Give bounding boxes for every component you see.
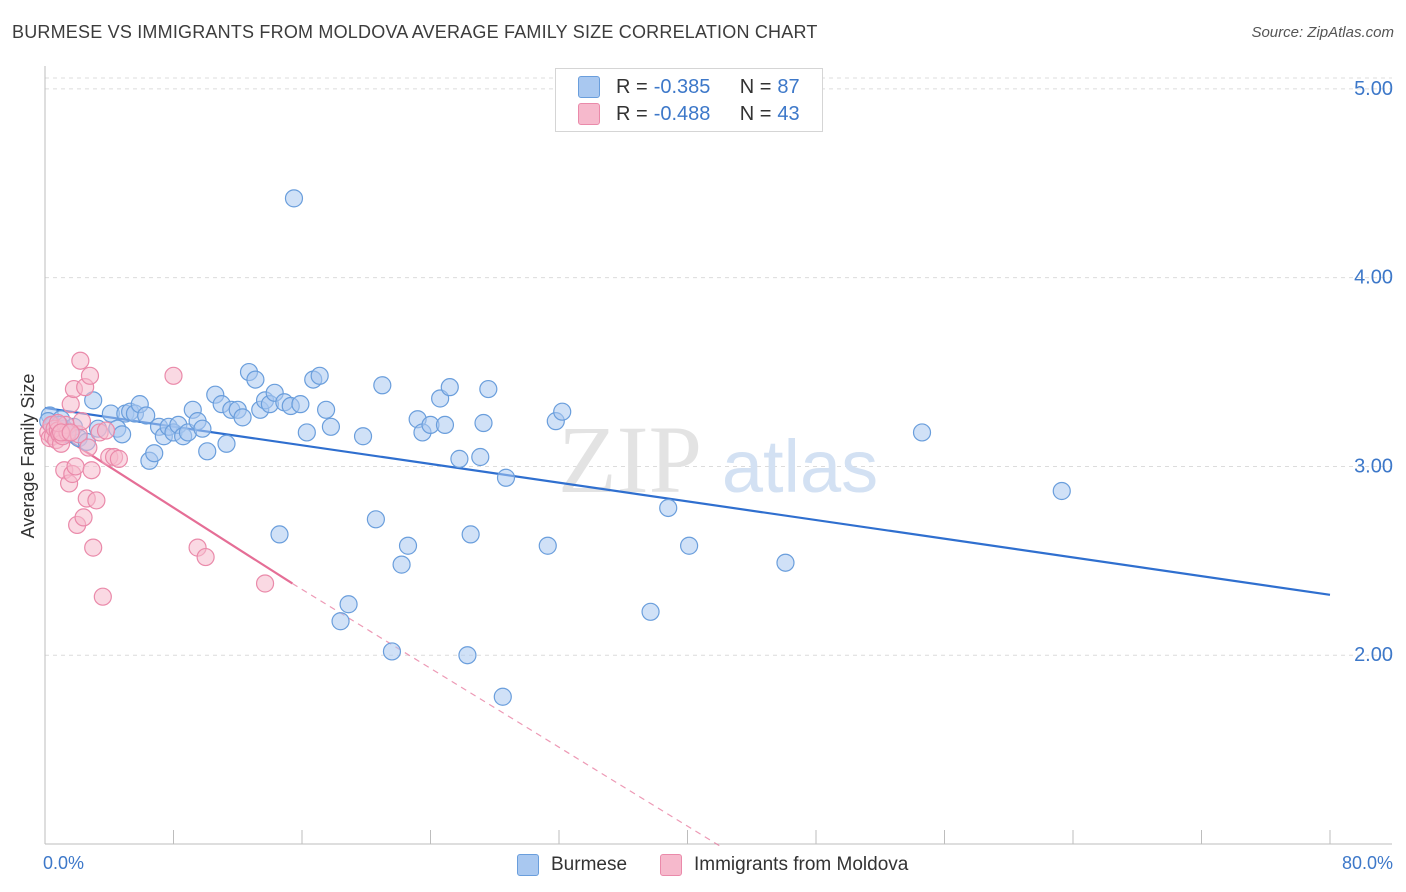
burmese-point bbox=[461, 525, 480, 544]
moldova-point bbox=[61, 423, 80, 442]
moldova-point bbox=[84, 538, 103, 557]
moldova-point bbox=[66, 457, 85, 476]
burmese-point bbox=[471, 447, 490, 467]
burmese-legend-label: Burmese bbox=[551, 854, 628, 875]
burmese-point bbox=[198, 442, 217, 461]
watermark-atlas: atlas bbox=[722, 425, 878, 508]
moldova-point bbox=[61, 395, 80, 414]
burmese-swatch bbox=[578, 76, 600, 98]
moldova-point bbox=[71, 351, 90, 370]
moldova-point bbox=[109, 449, 128, 468]
moldova-r-value: -0.488 bbox=[653, 102, 711, 125]
burmese-point bbox=[233, 408, 252, 427]
moldova-point bbox=[72, 412, 92, 431]
burmese-point bbox=[284, 189, 304, 208]
moldova-point bbox=[164, 366, 183, 385]
moldova-point bbox=[74, 508, 93, 527]
moldova-n-value: 43 bbox=[777, 102, 800, 125]
burmese-point bbox=[193, 419, 212, 438]
burmese-point bbox=[641, 602, 660, 621]
burmese-point bbox=[474, 413, 493, 433]
stats-legend: R = -0.385 N = 87 R = -0.488 N = 43 bbox=[555, 68, 823, 132]
legend-item-burmese[interactable]: Burmese bbox=[517, 852, 627, 878]
moldova-legend-label: Immigrants from Moldova bbox=[694, 854, 909, 875]
burmese-point bbox=[450, 449, 469, 468]
burmese-point bbox=[84, 391, 103, 410]
burmese-point bbox=[382, 642, 402, 661]
moldova-point bbox=[96, 421, 116, 440]
n-label: N = bbox=[739, 102, 772, 125]
burmese-point bbox=[496, 468, 516, 487]
burmese-point bbox=[373, 376, 392, 395]
burmese-point bbox=[112, 425, 132, 444]
burmese-point bbox=[493, 687, 512, 706]
moldova-point bbox=[82, 461, 101, 480]
burmese-point bbox=[366, 510, 385, 529]
burmese-legend-swatch bbox=[517, 854, 539, 876]
burmese-point bbox=[353, 427, 373, 446]
burmese-point bbox=[776, 553, 795, 572]
y-tick-label: 5.00 bbox=[1354, 78, 1393, 100]
y-tick-label: 3.00 bbox=[1354, 455, 1393, 477]
burmese-point bbox=[398, 536, 418, 555]
burmese-point bbox=[291, 395, 310, 414]
moldova-point bbox=[196, 547, 215, 567]
moldova-legend-swatch bbox=[660, 854, 682, 876]
moldova-trend-extension bbox=[292, 582, 720, 847]
burmese-point bbox=[458, 646, 477, 665]
moldova-point bbox=[80, 366, 100, 385]
burmese-point bbox=[145, 444, 164, 463]
data-points bbox=[39, 189, 1071, 706]
axes bbox=[44, 66, 1392, 845]
n-label: N = bbox=[739, 75, 772, 98]
moldova-swatch bbox=[578, 103, 600, 125]
burmese-n-value: 87 bbox=[777, 75, 800, 98]
burmese-point bbox=[246, 370, 265, 389]
burmese-trend-line bbox=[44, 406, 1331, 596]
burmese-point bbox=[321, 417, 341, 436]
burmese-point bbox=[310, 366, 329, 385]
burmese-point bbox=[440, 378, 459, 397]
y-axis-label: Average Family Size bbox=[18, 374, 38, 539]
moldova-point bbox=[87, 491, 106, 510]
burmese-point bbox=[479, 379, 498, 399]
burmese-point bbox=[538, 536, 557, 555]
burmese-r-value: -0.385 bbox=[653, 75, 711, 98]
burmese-point bbox=[659, 498, 678, 518]
r-label: R = bbox=[616, 102, 648, 125]
burmese-point bbox=[316, 400, 336, 419]
y-tick-label: 4.00 bbox=[1354, 267, 1393, 289]
moldova-point bbox=[93, 587, 112, 606]
burmese-point bbox=[217, 434, 236, 453]
r-label: R = bbox=[616, 75, 648, 98]
burmese-point bbox=[553, 402, 572, 421]
watermark-zip: ZIP bbox=[558, 406, 702, 513]
burmese-point bbox=[331, 612, 350, 631]
y-tick-label: 2.00 bbox=[1354, 644, 1393, 666]
burmese-point bbox=[137, 406, 156, 425]
burmese-point bbox=[680, 536, 699, 555]
moldova-point bbox=[79, 438, 98, 457]
burmese-point bbox=[392, 555, 411, 574]
legend-row-burmese: R = -0.385 N = 87 bbox=[578, 75, 800, 99]
legend-item-moldova[interactable]: Immigrants from Moldova bbox=[660, 852, 908, 878]
burmese-point bbox=[339, 595, 358, 614]
burmese-point bbox=[270, 525, 289, 544]
tick-labels: 2.00 3.00 4.00 5.00 0.0% 80.0% bbox=[43, 78, 1393, 873]
x-tick-label: 80.0% bbox=[1342, 853, 1393, 873]
x-tick-label: 0.0% bbox=[43, 853, 84, 873]
legend-row-moldova: R = -0.488 N = 43 bbox=[578, 102, 800, 126]
moldova-point bbox=[255, 574, 275, 593]
burmese-point bbox=[297, 423, 316, 442]
burmese-point bbox=[1052, 481, 1071, 501]
burmese-point bbox=[912, 423, 932, 442]
burmese-point bbox=[435, 415, 455, 435]
source-label: Source: ZipAtlas.com bbox=[1251, 24, 1394, 41]
chart-title: BURMESE VS IMMIGRANTS FROM MOLDOVA AVERA… bbox=[12, 22, 818, 42]
